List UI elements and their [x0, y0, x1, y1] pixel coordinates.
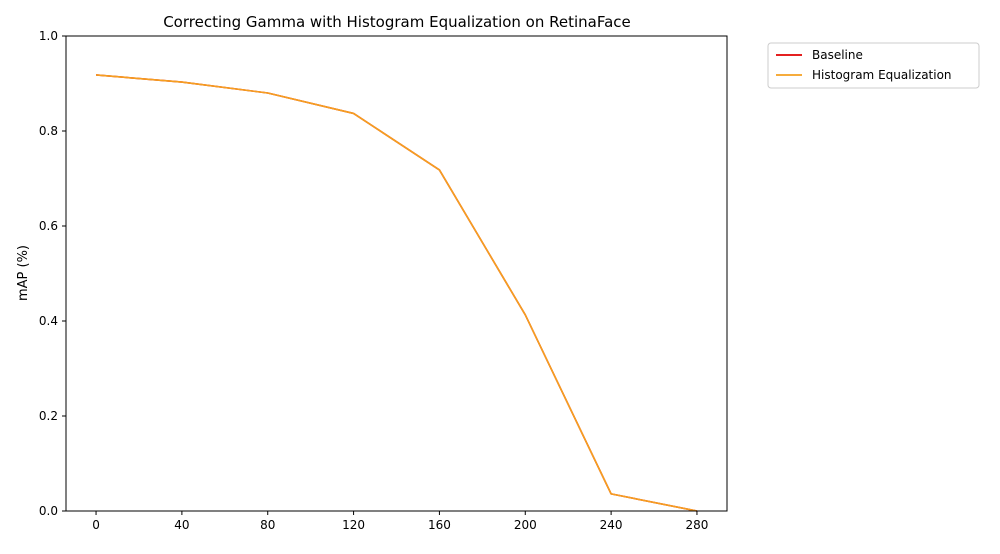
- x-tick-label: 240: [600, 518, 623, 532]
- series-line-2: [95, 74, 698, 512]
- x-tick-label: 160: [428, 518, 451, 532]
- y-tick-label: 0.4: [39, 314, 58, 328]
- legend-label: Baseline: [812, 48, 863, 62]
- legend-box: [767, 42, 980, 89]
- y-tick-label: 0.6: [39, 219, 58, 233]
- y-tick-label: 1.0: [39, 29, 58, 43]
- y-axis-label: mAP (%): [16, 245, 31, 301]
- series-line-1: [95, 74, 698, 512]
- y-tick-label: 0.2: [39, 409, 58, 423]
- y-tick-label: 0.8: [39, 124, 58, 138]
- x-tick-label: 280: [686, 518, 709, 532]
- chart-title: Correcting Gamma with Histogram Equaliza…: [163, 13, 631, 31]
- x-tick-label: 40: [174, 518, 189, 532]
- y-tick-label: 0.0: [39, 504, 58, 518]
- x-tick-label: 80: [260, 518, 275, 532]
- x-tick-label: 200: [514, 518, 537, 532]
- legend-label: Histogram Equalization: [812, 68, 952, 82]
- plot-frame: [65, 35, 728, 512]
- x-tick-label: 0: [92, 518, 100, 532]
- x-tick-label: 120: [342, 518, 365, 532]
